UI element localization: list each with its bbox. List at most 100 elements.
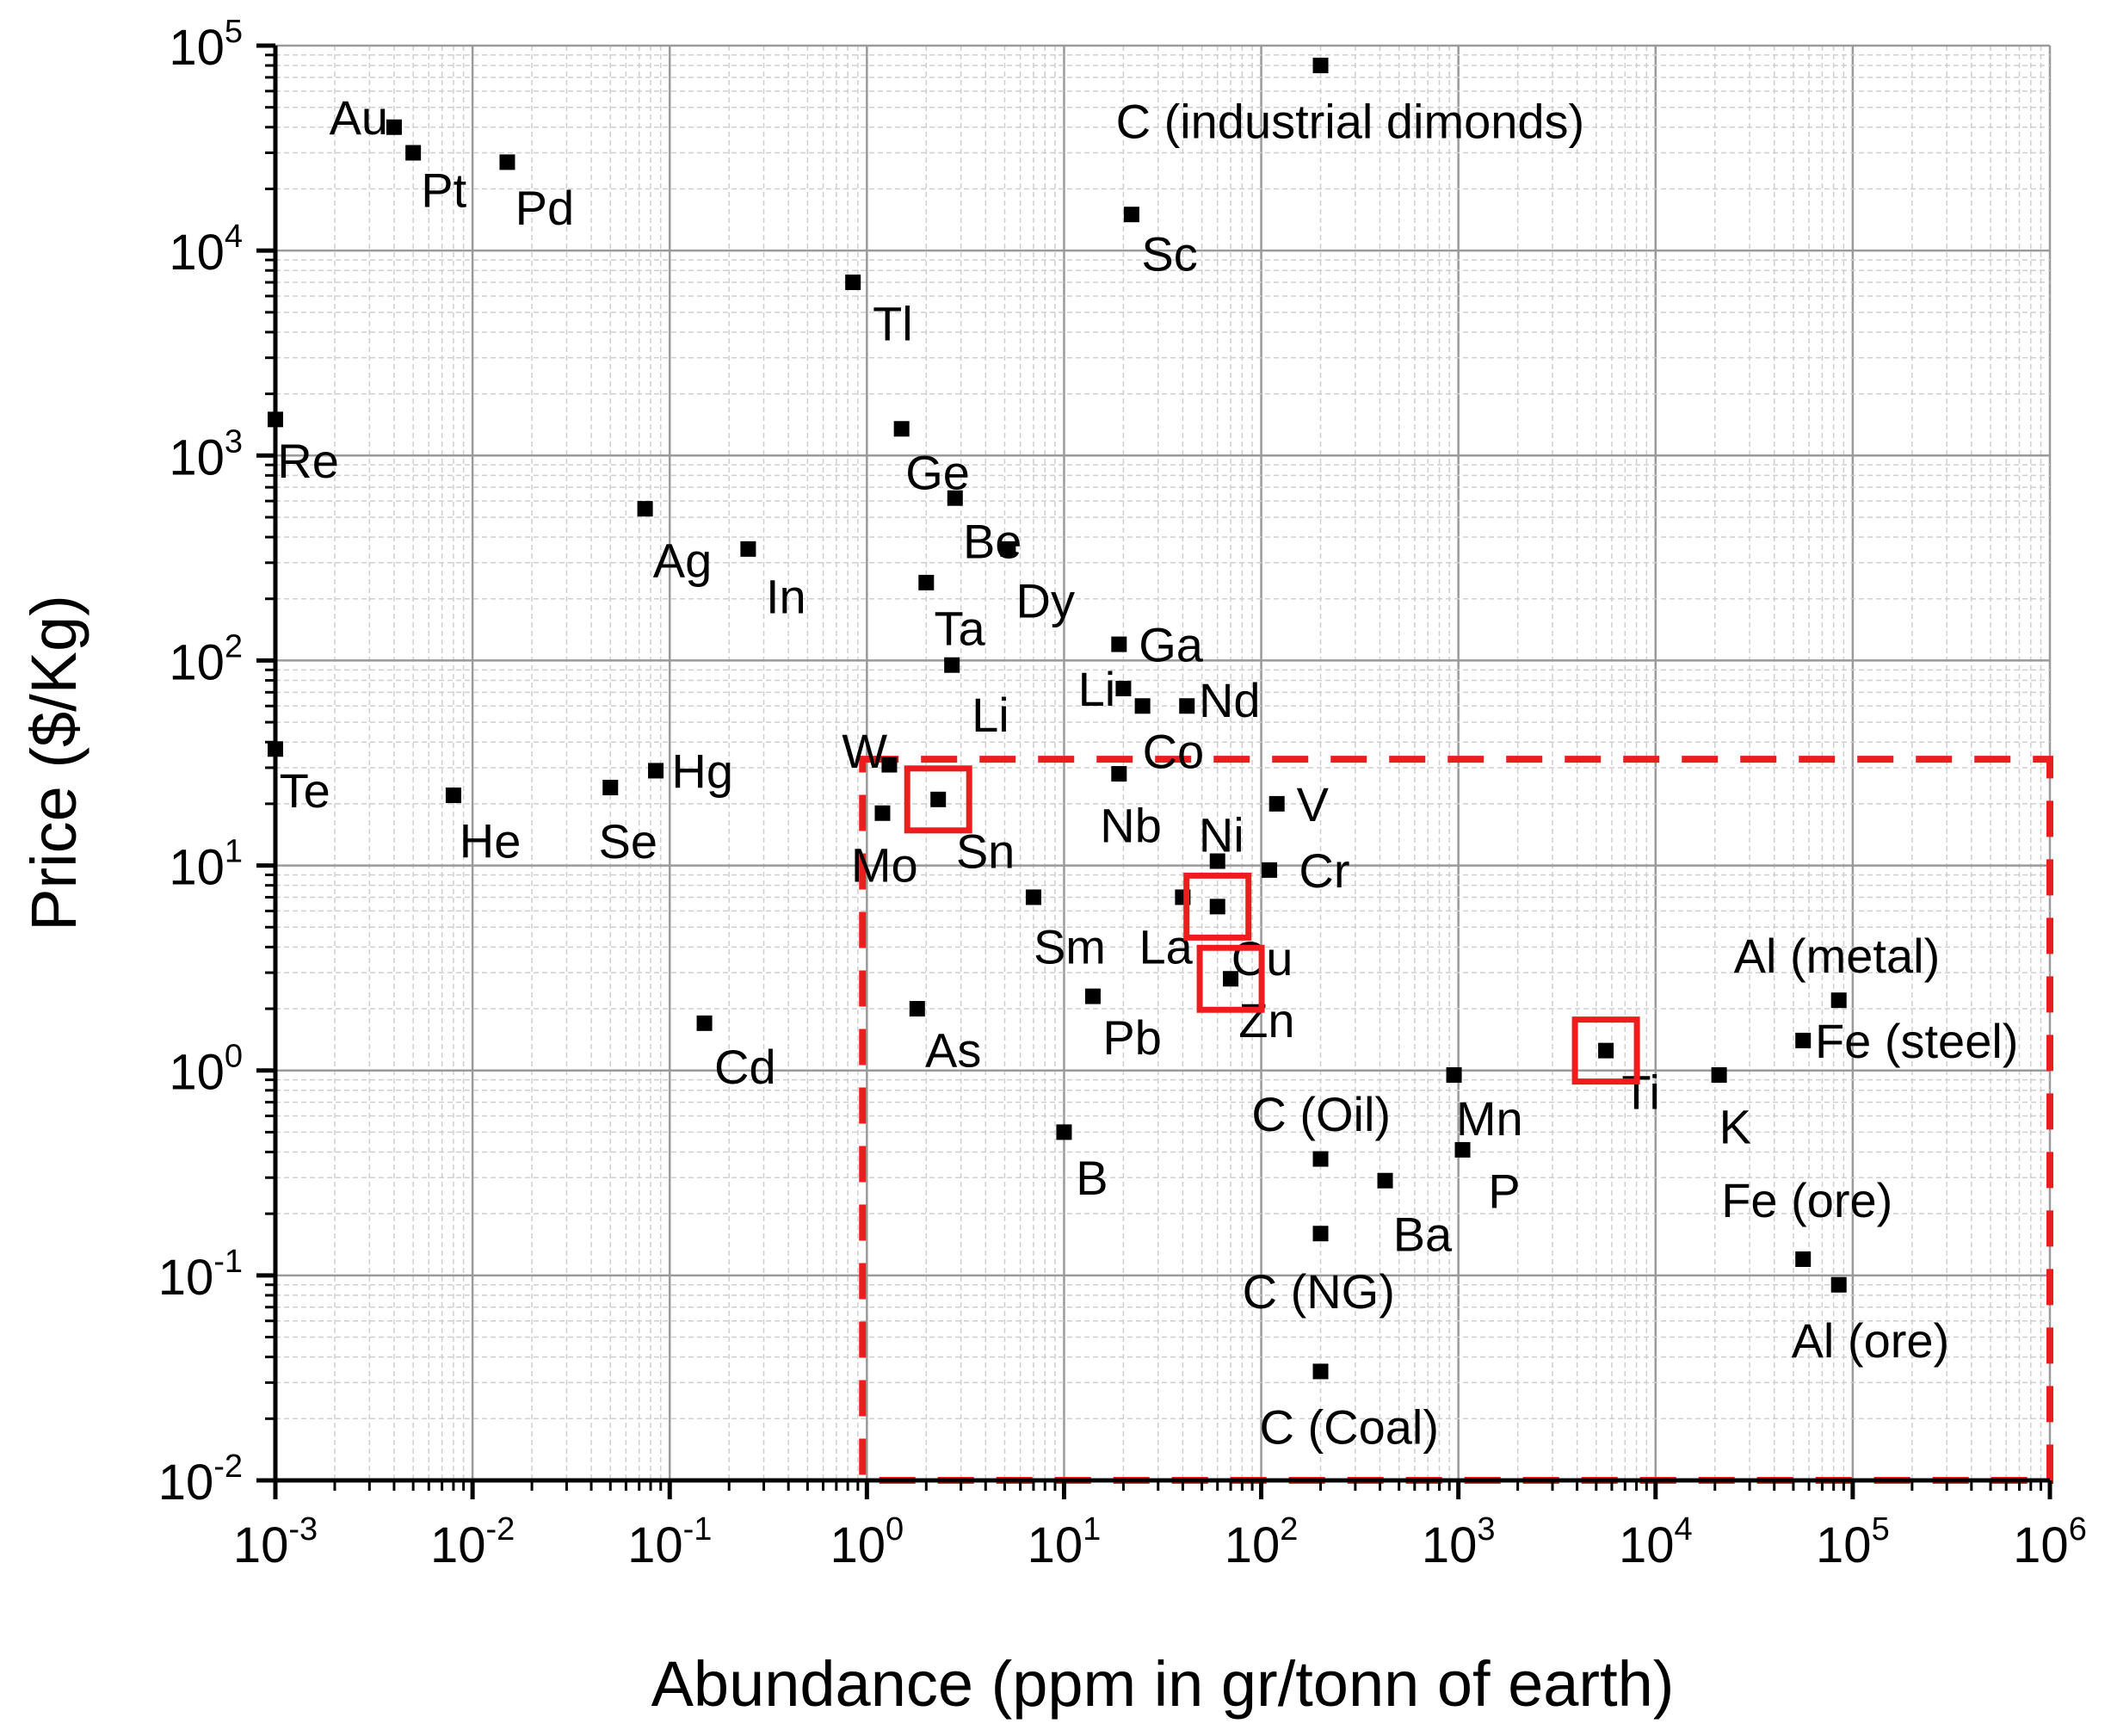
point-label: Nd <box>1199 673 1261 727</box>
point-label: Sm <box>1034 920 1106 974</box>
x-tick-label: 104 <box>1619 1511 1693 1573</box>
point-label: Ni <box>1199 808 1244 862</box>
data-point-p <box>1454 1141 1471 1158</box>
data-point-c-oil- <box>1312 1151 1329 1167</box>
data-point-ni <box>1209 853 1225 869</box>
grid <box>274 44 2052 1482</box>
data-point-co <box>1134 698 1151 714</box>
data-point-hg <box>648 763 664 779</box>
data-point-in <box>740 541 756 557</box>
point-label: Al (ore) <box>1792 1313 1950 1368</box>
y-tick-label: 105 <box>169 14 243 76</box>
data-point-v <box>1268 795 1285 812</box>
point-label: Te <box>280 763 330 818</box>
data-point-tl <box>845 275 861 291</box>
point-label: Ba <box>1393 1208 1453 1262</box>
data-point-ag <box>637 501 653 517</box>
x-tick-label: 106 <box>2013 1511 2087 1573</box>
point-label: C (Coal) <box>1260 1400 1439 1455</box>
data-point-cd <box>696 1015 713 1031</box>
point-label: Dy <box>1016 573 1075 627</box>
data-point-cu <box>1209 899 1225 915</box>
x-tick-label: 10-2 <box>430 1511 515 1573</box>
point-label: P <box>1488 1165 1520 1219</box>
point-label: Co <box>1143 725 1205 779</box>
point-label: Ga <box>1139 618 1204 672</box>
data-point-mn <box>1446 1067 1462 1084</box>
highlight-box <box>1196 944 1265 1013</box>
point-label: Ti <box>1621 1065 1660 1119</box>
data-point-dy <box>1000 541 1016 557</box>
axes: 10-3 10-2 10-1 100 101 102 103 104 105 10610-210-… <box>158 14 2087 1573</box>
point-label: Se <box>599 814 658 868</box>
data-point-sc <box>1123 207 1139 223</box>
highlight-box <box>1571 1016 1640 1085</box>
data-point-cr <box>1262 862 1278 878</box>
data-point-fe-steel- <box>1795 1032 1812 1048</box>
data-point-pb <box>1084 988 1101 1004</box>
point-label: Sc <box>1141 226 1197 281</box>
point-label: C (Oil) <box>1251 1087 1391 1141</box>
point-label: Zn <box>1238 993 1294 1047</box>
data-point-pd <box>499 154 515 170</box>
data-point-te <box>268 741 283 757</box>
data-point-se <box>602 780 619 796</box>
point-label: C (NG) <box>1243 1264 1395 1319</box>
data-point-k <box>1711 1067 1727 1084</box>
x-tick-label: 10-1 <box>627 1511 712 1573</box>
point-label: Pb <box>1102 1010 1162 1065</box>
y-tick-label: 10-1 <box>158 1244 243 1306</box>
y-tick-label: 10-2 <box>158 1449 243 1511</box>
x-tick-label: 103 <box>1422 1511 1496 1573</box>
point-label: Li <box>1078 662 1116 716</box>
dashed-highlight-rect <box>859 756 2053 1484</box>
data-point-be <box>947 490 963 506</box>
point-label: In <box>766 570 806 624</box>
y-tick-label: 103 <box>169 423 243 485</box>
data-point-li <box>1115 680 1132 696</box>
point-label: Al (metal) <box>1734 929 1941 983</box>
y-tick-label: 104 <box>169 219 243 281</box>
data-point-nb <box>1111 766 1127 782</box>
data-point-ge <box>893 421 910 437</box>
data-point-ti <box>1598 1042 1614 1059</box>
point-label: Mo <box>851 837 918 892</box>
data-point-b <box>1056 1124 1072 1140</box>
data-point-mo <box>874 805 891 821</box>
data-point-al-ore- <box>1830 1276 1847 1293</box>
x-tick-label: 100 <box>830 1511 904 1573</box>
point-label: As <box>925 1023 981 1078</box>
point-label: Re <box>277 434 339 488</box>
data-point-c-industrial-dimonds- <box>1312 58 1329 74</box>
data-point-sm <box>1025 889 1041 905</box>
point-label: He <box>460 813 522 868</box>
y-tick-label: 102 <box>169 628 243 690</box>
y-tick-label: 100 <box>169 1039 243 1101</box>
x-tick-label: 101 <box>1028 1511 1102 1573</box>
data-point-ta <box>918 574 935 590</box>
point-label: B <box>1076 1151 1108 1205</box>
data-point-as <box>909 1001 925 1017</box>
data-point-fe-ore- <box>1795 1251 1812 1268</box>
highlight-box <box>1183 872 1252 941</box>
data-point-au <box>386 119 402 135</box>
point-label: Mn <box>1456 1091 1523 1146</box>
point-label: Li <box>972 688 1009 742</box>
x-axis-title: Abundance (ppm in gr/tonn of earth) <box>651 1648 1675 1720</box>
data-point-sn <box>930 791 947 807</box>
point-label: Nb <box>1100 799 1162 853</box>
point-label: Ta <box>934 601 985 655</box>
point-label: V <box>1297 777 1330 831</box>
y-axis-title: Price ($/Kg) <box>18 595 90 931</box>
data-point-he <box>445 788 461 804</box>
data-point-li <box>944 657 960 673</box>
data-point-ga <box>1111 636 1127 652</box>
point-label: Pt <box>421 163 466 217</box>
data-point-c-ng- <box>1312 1226 1329 1242</box>
x-tick-label: 102 <box>1225 1511 1299 1573</box>
data-point-zn <box>1223 971 1239 987</box>
point-label: Tl <box>873 297 913 351</box>
data-point-re <box>268 411 283 428</box>
